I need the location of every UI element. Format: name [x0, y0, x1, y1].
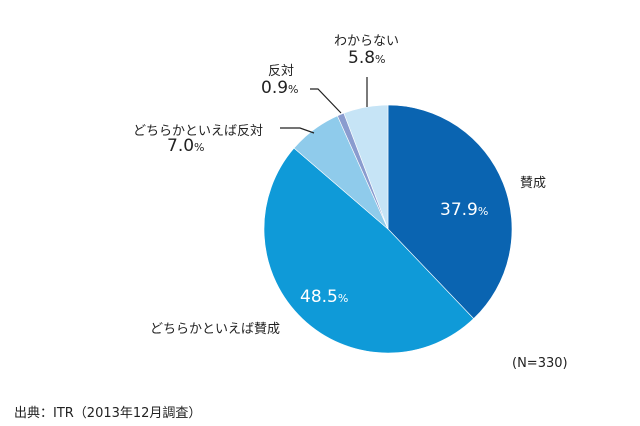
leader-line-hantai — [310, 88, 342, 114]
pie-slice-4 — [343, 104, 389, 230]
label-hantai: 反対 — [268, 64, 295, 79]
sample-size-note: (N=330) — [512, 356, 568, 371]
value-wakaranai: 5.8% — [348, 48, 386, 68]
source-note: 出典：ITR（2013年12月調査） — [14, 406, 202, 421]
pie-slice-1 — [263, 147, 475, 354]
label-sansei: 賛成 — [520, 176, 547, 191]
label-wakaranai: わからない — [334, 34, 400, 49]
label-dochiraka-sansei: どちらかといえば賛成 — [150, 322, 281, 337]
leader-line-dochiraka-hantai — [280, 127, 315, 134]
value-hantai: 0.9% — [261, 78, 299, 98]
value-dochiraka-hantai: 7.0% — [167, 136, 205, 156]
pie-slice-0 — [387, 104, 513, 320]
value-dochiraka-sansei: 48.5% — [300, 287, 349, 307]
label-dochiraka-hantai: どちらかといえば反対 — [133, 124, 264, 139]
value-sansei: 37.9% — [440, 200, 489, 220]
